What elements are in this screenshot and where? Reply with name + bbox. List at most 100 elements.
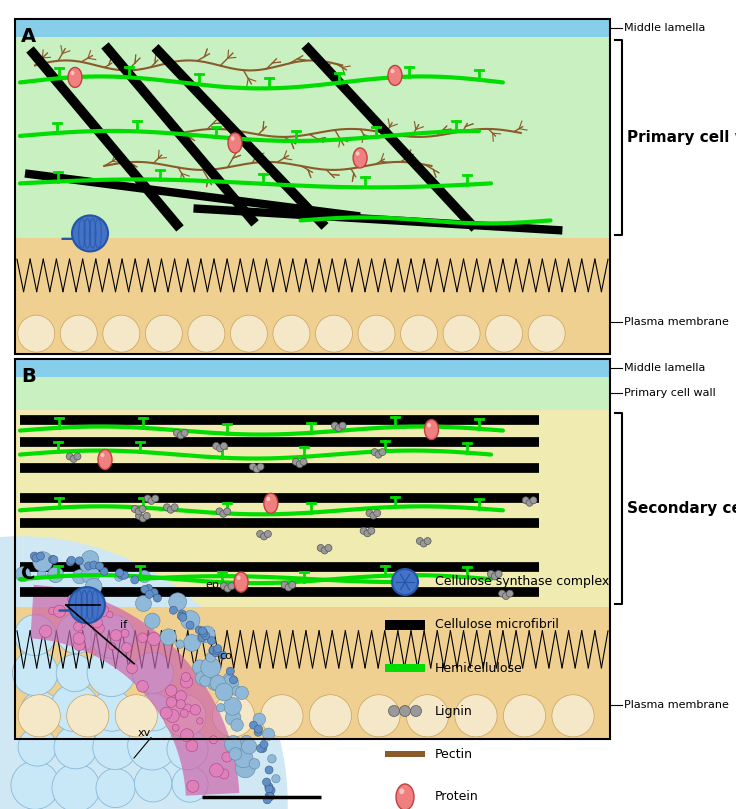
Circle shape	[210, 735, 217, 743]
Circle shape	[121, 629, 129, 637]
Circle shape	[417, 537, 423, 544]
Circle shape	[188, 316, 225, 352]
Circle shape	[85, 562, 93, 570]
Circle shape	[118, 571, 126, 579]
Circle shape	[144, 495, 151, 502]
Circle shape	[177, 612, 185, 620]
Circle shape	[272, 774, 280, 783]
Circle shape	[223, 675, 238, 690]
Circle shape	[148, 498, 155, 505]
Circle shape	[166, 697, 177, 707]
Circle shape	[224, 508, 230, 515]
Circle shape	[202, 632, 210, 640]
Circle shape	[186, 740, 198, 752]
Bar	[15, 359, 610, 377]
Circle shape	[32, 554, 40, 562]
Circle shape	[358, 695, 400, 737]
Text: xv: xv	[138, 727, 151, 738]
Bar	[15, 19, 610, 354]
Circle shape	[266, 793, 275, 801]
Circle shape	[56, 654, 93, 692]
Ellipse shape	[98, 450, 112, 469]
Circle shape	[174, 430, 180, 436]
Ellipse shape	[101, 453, 105, 457]
Circle shape	[224, 735, 242, 753]
Circle shape	[261, 695, 303, 737]
Circle shape	[91, 615, 135, 659]
Text: Pectin: Pectin	[435, 748, 473, 760]
Circle shape	[169, 606, 177, 614]
Circle shape	[400, 705, 411, 717]
Circle shape	[179, 613, 187, 621]
Circle shape	[368, 527, 375, 534]
Circle shape	[265, 782, 273, 790]
Circle shape	[169, 593, 187, 611]
Circle shape	[61, 609, 63, 612]
Circle shape	[54, 726, 97, 769]
Circle shape	[15, 615, 55, 655]
Circle shape	[49, 607, 56, 615]
Circle shape	[33, 552, 53, 572]
Circle shape	[232, 686, 242, 696]
Circle shape	[67, 695, 109, 737]
Text: Plasma membrane: Plasma membrane	[624, 316, 729, 327]
Ellipse shape	[425, 420, 439, 439]
Circle shape	[250, 721, 258, 729]
Circle shape	[146, 316, 183, 352]
Circle shape	[486, 316, 523, 352]
Circle shape	[115, 573, 123, 582]
Circle shape	[196, 671, 209, 685]
Circle shape	[152, 495, 159, 502]
Circle shape	[366, 510, 373, 517]
Circle shape	[116, 695, 158, 737]
Circle shape	[18, 695, 60, 737]
Circle shape	[495, 570, 502, 578]
Circle shape	[234, 749, 253, 768]
Circle shape	[13, 650, 58, 696]
Circle shape	[219, 651, 227, 659]
Circle shape	[224, 697, 241, 715]
Circle shape	[139, 515, 146, 522]
Circle shape	[49, 556, 57, 563]
Bar	[385, 751, 425, 757]
Circle shape	[253, 466, 261, 472]
Circle shape	[263, 728, 275, 740]
Circle shape	[389, 705, 400, 717]
Circle shape	[216, 683, 233, 701]
Circle shape	[220, 582, 227, 590]
Circle shape	[253, 713, 266, 726]
Circle shape	[498, 590, 506, 597]
Circle shape	[392, 569, 418, 595]
Circle shape	[48, 568, 63, 582]
Circle shape	[255, 725, 263, 733]
Circle shape	[506, 590, 513, 597]
Circle shape	[131, 576, 139, 584]
Circle shape	[82, 565, 99, 584]
Bar	[15, 19, 610, 354]
Text: A: A	[21, 27, 36, 46]
Circle shape	[206, 652, 216, 663]
Circle shape	[91, 690, 132, 731]
Circle shape	[72, 215, 108, 252]
Circle shape	[163, 695, 206, 737]
Circle shape	[219, 769, 229, 779]
Circle shape	[132, 652, 174, 693]
Bar	[15, 409, 610, 607]
Circle shape	[57, 614, 96, 654]
Circle shape	[289, 582, 296, 588]
Circle shape	[60, 609, 62, 612]
Ellipse shape	[266, 497, 270, 501]
Circle shape	[166, 685, 177, 697]
Circle shape	[257, 744, 264, 752]
Circle shape	[209, 646, 217, 654]
Circle shape	[75, 557, 83, 565]
Circle shape	[443, 316, 480, 352]
Circle shape	[296, 461, 303, 468]
Circle shape	[181, 430, 188, 436]
Bar	[15, 607, 610, 739]
Circle shape	[241, 735, 252, 747]
Circle shape	[199, 633, 207, 641]
Circle shape	[222, 752, 232, 762]
Text: Cellulose synthase complex: Cellulose synthase complex	[435, 575, 609, 588]
Circle shape	[455, 695, 497, 737]
